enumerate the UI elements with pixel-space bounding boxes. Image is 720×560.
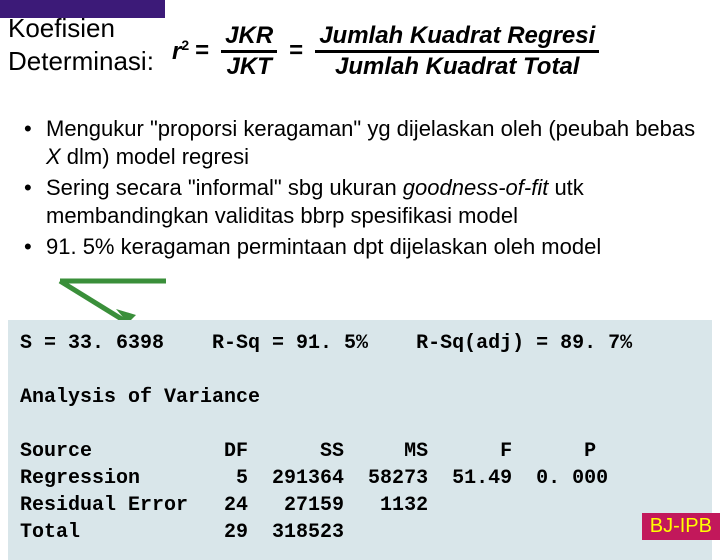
bullet-list: Mengukur "proporsi keragaman" yg dijelas… [24, 115, 696, 265]
header-line1: Koefisien [8, 13, 115, 43]
formula-var: r [172, 38, 181, 65]
formula-eq2: = [289, 37, 303, 65]
mono-line3: Source DF SS MS F P [20, 440, 596, 463]
formula-eq1: = [195, 37, 209, 65]
header-line2: Determinasi: [8, 46, 154, 76]
frac2: Jumlah Kuadrat Regresi Jumlah Kuadrat To… [315, 22, 599, 80]
bullet-3: 91. 5% keragaman permintaan dpt dijelask… [24, 233, 696, 261]
regression-output: S = 33. 6398 R-Sq = 91. 5% R-Sq(adj) = 8… [8, 320, 712, 560]
mono-line6: Total 29 318523 [20, 521, 344, 544]
frac2-den: Jumlah Kuadrat Total [331, 53, 583, 81]
bullet-2: Sering secara "informal" sbg ukuran good… [24, 174, 696, 229]
bullet-2a: Sering secara "informal" sbg ukuran [46, 175, 403, 200]
formula: r2 = JKR JKT = Jumlah Kuadrat Regresi Ju… [172, 22, 605, 80]
mono-line5: Residual Error 24 27159 1132 [20, 494, 428, 517]
formula-exp: 2 [181, 37, 189, 53]
bullet-1c: dlm) model regresi [61, 144, 249, 169]
formula-lhs: r2 [172, 37, 189, 66]
mono-line2: Analysis of Variance [20, 386, 260, 409]
frac2-num: Jumlah Kuadrat Regresi [315, 22, 599, 50]
footer-tag: BJ-IPB [642, 513, 720, 540]
header-title: Koefisien Determinasi: [8, 12, 154, 77]
bullet-1a: Mengukur "proporsi keragaman" yg dijelas… [46, 116, 695, 141]
frac1-num: JKR [221, 22, 277, 50]
frac1: JKR JKT [221, 22, 277, 80]
mono-line4: Regression 5 291364 58273 51.49 0. 000 [20, 467, 608, 490]
mono-line1: S = 33. 6398 R-Sq = 91. 5% R-Sq(adj) = 8… [20, 332, 632, 355]
bullet-2b: goodness-of-fit [403, 175, 549, 200]
bullet-1b: X [46, 144, 61, 169]
frac1-den: JKT [222, 53, 275, 81]
bullet-1: Mengukur "proporsi keragaman" yg dijelas… [24, 115, 696, 170]
